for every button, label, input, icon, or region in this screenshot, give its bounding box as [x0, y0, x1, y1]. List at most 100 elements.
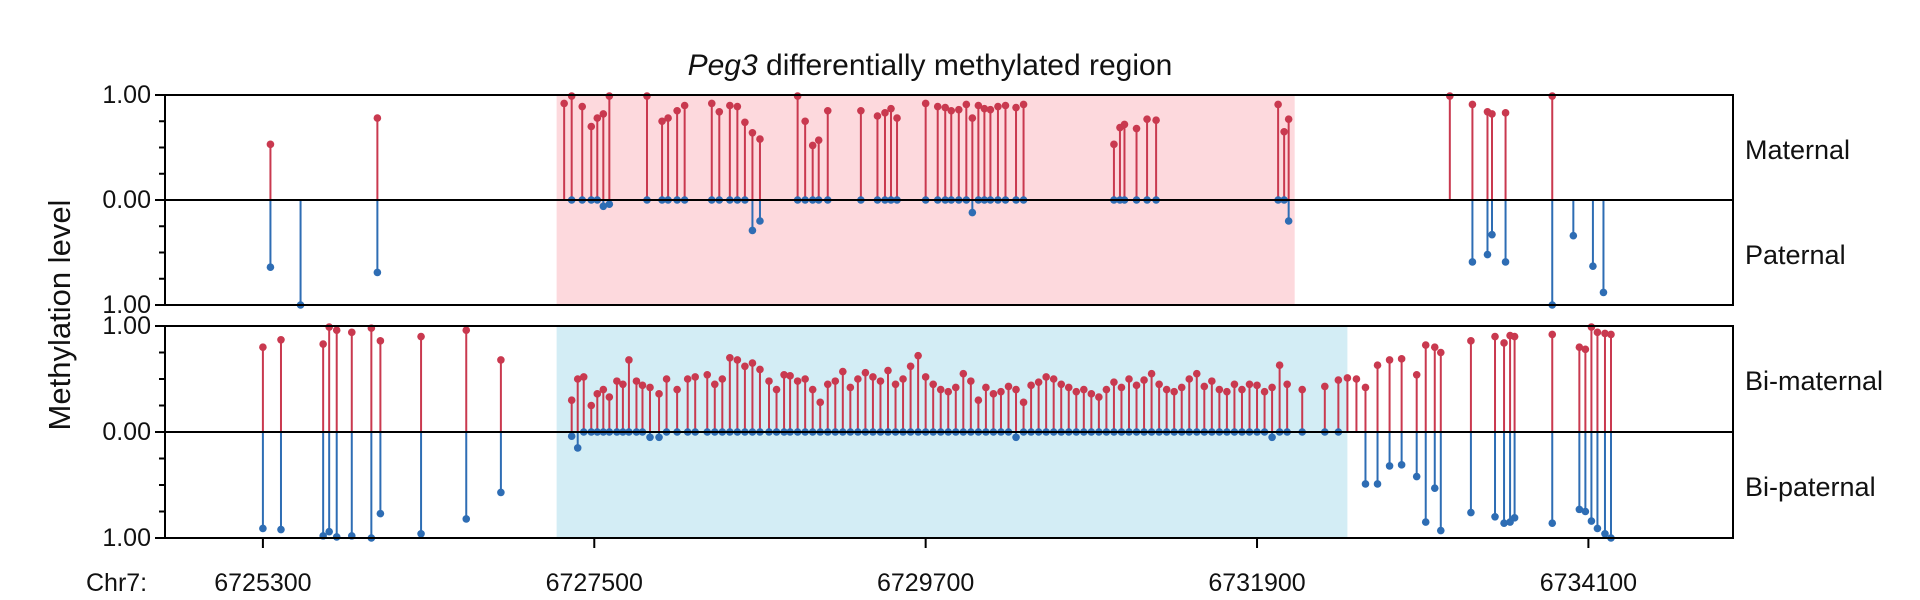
bottom-upper-dot-26	[673, 385, 681, 394]
top-upper-dot-27	[857, 106, 865, 115]
top-upper-dot-10	[643, 92, 651, 100]
bottom-upper-dot-119	[1436, 348, 1445, 357]
bottom-upper-dot-57	[914, 351, 922, 360]
bottom-lower-dot-127	[1581, 507, 1590, 516]
bottom-upper-dot-32	[726, 354, 734, 362]
bottom-upper-dot-12	[573, 375, 582, 383]
bottom-upper-dot-7	[376, 337, 385, 345]
top-upper-dot-55	[1446, 92, 1454, 100]
top-upper-dot-2	[373, 114, 382, 122]
bottom-upper-dot-19	[619, 380, 627, 389]
bottom-upper-dot-86	[1132, 381, 1141, 390]
bottom-upper-dot-125	[1548, 330, 1557, 339]
bottom-lower-dot-126	[1575, 505, 1584, 514]
bottom-upper-dot-45	[823, 380, 832, 389]
bottom-upper-dot-72	[1027, 381, 1035, 390]
bottom-upper-dot-54	[891, 380, 900, 389]
bottom-upper-dot-14	[587, 401, 596, 410]
top-upper-dot-32	[921, 99, 930, 108]
bottom-upper-dot-103	[1260, 387, 1269, 396]
bottom-upper-dot-91	[1170, 387, 1178, 396]
bottom-upper-dot-114	[1385, 356, 1394, 364]
top-upper-dot-59	[1501, 109, 1510, 117]
bottom-lower-dot-113	[1373, 480, 1382, 488]
bottom-lower-dot-24	[655, 433, 663, 442]
bottom-upper-dot-113	[1373, 361, 1382, 370]
panel-maternal-paternal: 1.00 0.00 1.00 Maternal Paternal	[102, 81, 1850, 319]
bottom-upper-dot-3	[325, 323, 333, 331]
x-tick-label-2: 6729700	[877, 569, 974, 597]
bottom-upper-dot-55	[899, 375, 907, 383]
bottom-upper-dot-67	[989, 390, 998, 398]
top-upper-dot-9	[605, 92, 614, 100]
bottom-upper-dot-47	[839, 367, 847, 376]
bottom-upper-dot-56	[906, 362, 915, 371]
bottom-upper-dot-85	[1125, 375, 1133, 383]
bottom-lower-dot-130	[1601, 529, 1609, 538]
bottom-upper-dot-75	[1049, 375, 1058, 383]
top-upper-dot-4	[567, 92, 576, 100]
bottom-upper-dot-42	[801, 375, 809, 383]
bottom-upper-dot-40	[786, 372, 794, 380]
bottom-upper-dot-116	[1412, 370, 1421, 379]
bottom-upper-dot-64	[967, 377, 975, 385]
top-upper-dot-28	[873, 112, 882, 120]
bottom-upper-dot-16	[599, 385, 608, 394]
bottom-lower-dot-114	[1385, 462, 1394, 470]
top-upper-dot-17	[726, 101, 734, 110]
x-tick-label-0: 6725300	[214, 569, 311, 597]
top-lower-dot-58	[1488, 230, 1496, 239]
top-lower-dot-20	[748, 226, 757, 235]
top-upper-dot-34	[941, 103, 950, 112]
bottom-upper-dot-128	[1587, 323, 1596, 331]
bottom-lower-dot-4	[332, 533, 341, 541]
top-upper-dot-45	[1019, 100, 1028, 109]
bottom-upper-dot-101	[1245, 380, 1254, 389]
bottom-upper-dot-46	[831, 377, 840, 385]
bottom-upper-dot-60	[936, 385, 945, 394]
top-lower-dot-8	[599, 202, 608, 211]
bottom-upper-dot-62	[951, 383, 960, 392]
top-upper-dot-16	[715, 108, 724, 116]
bottom-upper-dot-13	[579, 373, 588, 381]
bottom-upper-dot-23	[646, 383, 654, 392]
top-upper-label: Maternal	[1745, 135, 1850, 165]
top-ytick-label-0: 1.00	[102, 81, 151, 109]
bottom-upper-dot-15	[593, 390, 602, 398]
bottom-upper-dot-71	[1019, 398, 1028, 407]
bottom-upper-dot-48	[846, 383, 855, 392]
top-upper-dot-44	[1012, 103, 1020, 112]
bottom-upper-dot-50	[861, 368, 870, 377]
x-tick-label-3: 6731900	[1208, 569, 1305, 597]
bottom-upper-dot-90	[1162, 385, 1171, 394]
bottom-upper-dot-28	[691, 373, 699, 381]
bottom-lower-dot-12	[573, 444, 582, 452]
bottom-upper-dot-18	[613, 377, 621, 385]
bottom-upper-dot-1	[277, 335, 285, 344]
bottom-ytick-label-0: 1.00	[102, 312, 151, 340]
bottom-lower-dot-8	[417, 529, 425, 538]
top-lower-dot-9	[605, 200, 614, 208]
bottom-upper-dot-41	[793, 377, 802, 385]
top-upper-dot-41	[986, 105, 995, 114]
bottom-upper-dot-95	[1200, 382, 1209, 391]
bottom-upper-dot-89	[1155, 380, 1163, 389]
top-upper-dot-53	[1280, 127, 1288, 136]
title-rest: differentially methylated region	[758, 49, 1173, 82]
bottom-upper-dot-11	[567, 396, 576, 405]
top-lower-dot-61	[1569, 231, 1578, 240]
bottom-upper-dot-112	[1361, 383, 1370, 392]
chart-title: Peg3 differentially methylated region	[688, 49, 1173, 82]
title-gene: Peg3	[688, 49, 758, 82]
panel-bimaternal-bipaternal: 1.00 0.00 1.00 Bi-maternal Bi-paternal	[102, 312, 1883, 552]
top-lower-dot-57	[1483, 250, 1492, 259]
top-lower-dot-56	[1468, 258, 1477, 266]
bottom-upper-dot-93	[1185, 375, 1194, 383]
top-upper-dot-14	[680, 101, 689, 110]
bottom-lower-dot-119	[1436, 526, 1445, 535]
bottom-upper-dot-4	[332, 326, 341, 335]
bottom-upper-dot-5	[347, 328, 356, 337]
bottom-upper-dot-83	[1110, 378, 1118, 386]
bottom-upper-dot-43	[808, 385, 817, 394]
